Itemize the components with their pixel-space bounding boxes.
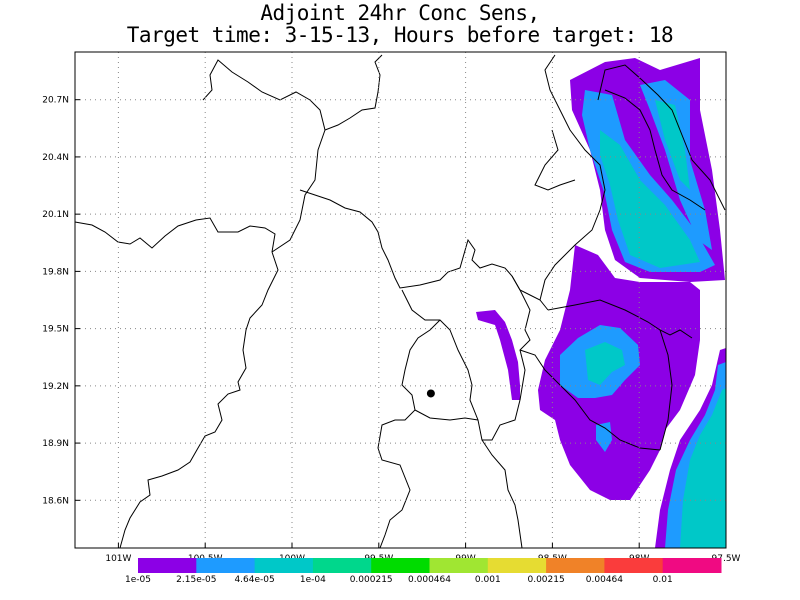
colorbar: [138, 558, 722, 573]
lat-tick-label: 19.5N: [42, 325, 69, 335]
boundary-line: [539, 54, 606, 301]
chart-subtitle: Target time: 3-15-13, Hours before targe…: [126, 23, 674, 47]
lat-tick-label: 20.1N: [42, 210, 69, 220]
lat-tick-label: 19.2N: [42, 382, 69, 392]
map-frame: [74, 51, 727, 549]
colorbar-label: 0.00215: [527, 575, 565, 585]
field-southeast-teal: [680, 388, 726, 548]
colorbar-swatch: [662, 558, 722, 573]
boundary-line: [604, 89, 706, 211]
boundary-line: [547, 299, 693, 339]
boundary-line: [534, 129, 576, 191]
boundary-line: [377, 319, 441, 549]
colorbar-swatch: [371, 558, 430, 573]
field-channel-purple: [476, 310, 520, 400]
field-band-north-blue: [582, 80, 715, 272]
boundary-line: [202, 59, 326, 253]
colorbar-label: 0.000215: [349, 575, 393, 585]
boundary-line: [414, 409, 479, 421]
colorbar-swatch: [429, 558, 489, 573]
boundary-line: [324, 54, 383, 131]
colorbar-swatch: [138, 558, 197, 573]
lat-tick-label: 18.6N: [42, 496, 69, 506]
lat-tick-label: 20.4N: [42, 153, 69, 163]
colorbar-swatch: [604, 558, 664, 573]
boundary-line: [511, 275, 531, 401]
lon-tick-label: 97.5W: [712, 554, 741, 564]
chart-title: Adjoint 24hr Conc Sens,: [260, 1, 540, 25]
colorbar-swatch: [487, 558, 547, 573]
boundary-line: [481, 439, 523, 549]
target-location-marker: [426, 389, 435, 398]
boundary-line: [519, 349, 661, 451]
boundary-line: [74, 217, 276, 253]
state-boundaries: [74, 54, 726, 549]
colorbar-swatch: [546, 558, 605, 573]
boundary-line: [597, 64, 726, 211]
colorbar-label: 1e-04: [299, 575, 326, 585]
field-band-north-teal: [600, 100, 700, 268]
colorbar-swatch: [196, 558, 256, 573]
boundary-line: [401, 289, 521, 441]
colorbar-label: 0.01: [652, 575, 673, 585]
sensitivity-field: [476, 58, 726, 548]
colorbar-label: 2.15e-05: [176, 575, 217, 585]
colorbar-label: 1e-05: [125, 575, 151, 585]
colorbar-swatch: [312, 558, 372, 573]
colorbar-label: 0.000464: [408, 575, 451, 585]
lat-tick-label: 19.8N: [42, 267, 69, 277]
lat-tick-label: 18.9N: [42, 439, 69, 449]
boundary-line: [119, 251, 279, 549]
lon-tick-label: 101W: [105, 554, 131, 564]
field-middle-blue-small: [596, 422, 612, 452]
colorbar-label: 0.00464: [585, 575, 623, 585]
colorbar-label: 4.64e-05: [234, 575, 275, 585]
lat-tick-label: 20.7N: [42, 96, 69, 106]
boundary-line: [299, 189, 549, 311]
colorbar-swatch: [254, 558, 314, 573]
field-middle-teal: [585, 342, 625, 385]
colorbar-label: 0.001: [474, 575, 501, 585]
boundary-line: [659, 329, 673, 451]
